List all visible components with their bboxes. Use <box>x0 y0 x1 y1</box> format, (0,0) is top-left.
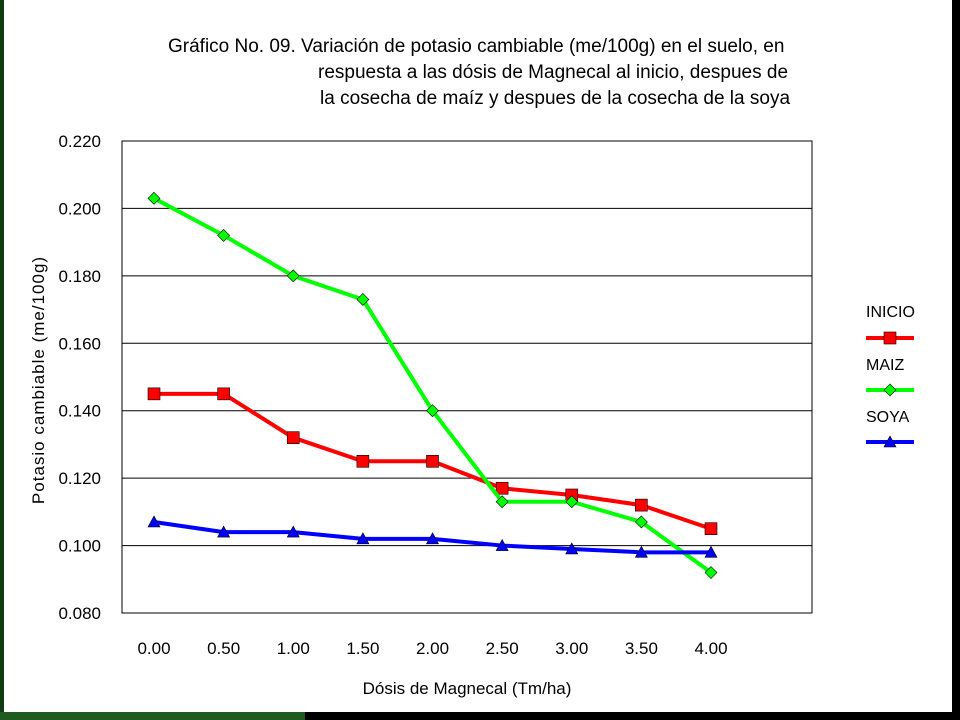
data-point-maiz <box>147 191 161 205</box>
legend-label: SOYA <box>866 409 910 426</box>
chart-panel: Gráfico No. 09. Variación de potasio cam… <box>4 0 952 712</box>
data-point-inicio <box>286 431 300 444</box>
y-tick-label: 0.180 <box>58 267 101 286</box>
series-layer <box>147 191 718 579</box>
data-point-soya <box>217 525 231 538</box>
chart-title-line: la cosecha de maíz y despues de la cosec… <box>320 88 790 109</box>
plot-frame <box>121 140 813 614</box>
data-point-inicio <box>147 387 161 401</box>
x-tick-label: 0.00 <box>137 639 170 658</box>
slide-footer-bar <box>0 712 305 720</box>
x-tick-label: 2.00 <box>416 639 449 658</box>
legend-marker <box>883 331 897 345</box>
line-chart: Gráfico No. 09. Variación de potasio cam… <box>29 36 915 698</box>
y-tick-label: 0.140 <box>58 402 101 421</box>
data-point-maiz <box>356 293 370 306</box>
data-point-soya <box>704 545 718 558</box>
legend: INICIO MAIZ SOYA <box>866 304 915 448</box>
x-tick-label: 0.50 <box>207 639 240 658</box>
y-tick-label: 0.080 <box>58 604 101 623</box>
x-tick-label: 2.50 <box>486 639 519 658</box>
chart-title-line: respuesta a las dósis de Magnecal al ini… <box>318 62 788 83</box>
y-axis-title: Potasio cambiable (me/100g) <box>29 256 48 504</box>
plot-area: 0.220 0.200 0.180 0.160 0.140 0.120 0.100 0.080… <box>29 132 813 698</box>
data-point-soya <box>634 545 648 558</box>
data-point-maiz <box>426 404 439 418</box>
x-tick-label: 1.50 <box>346 639 379 658</box>
data-point-maiz <box>286 269 300 283</box>
y-tick-label: 0.120 <box>58 469 101 488</box>
x-tick-label: 4.00 <box>694 639 727 658</box>
slide-left-bar <box>0 0 4 720</box>
data-point-inicio <box>704 522 718 536</box>
data-point-maiz <box>495 495 509 509</box>
y-tick-label: 0.220 <box>58 132 101 151</box>
legend-label: MAIZ <box>866 357 904 374</box>
data-point-inicio <box>356 454 370 468</box>
y-tick-label: 0.100 <box>58 537 101 556</box>
x-tick-label: 3.50 <box>625 639 658 658</box>
data-point-inicio <box>495 481 509 495</box>
data-point-maiz <box>565 495 579 509</box>
data-point-soya <box>286 525 300 538</box>
data-point-soya <box>147 515 161 528</box>
data-point-soya <box>565 542 579 555</box>
y-tick-label: 0.160 <box>58 334 101 353</box>
x-tick-label: 3.00 <box>555 639 588 658</box>
legend-marker <box>883 383 897 397</box>
data-point-soya <box>425 532 440 545</box>
data-point-inicio <box>217 387 230 401</box>
data-point-soya <box>356 532 370 545</box>
data-point-soya <box>495 538 509 551</box>
y-tick-label: 0.200 <box>58 199 101 218</box>
legend-marker <box>883 435 897 448</box>
x-axis-title: Dósis de Magnecal (Tm/ha) <box>363 679 572 698</box>
chart-title: Gráfico No. 09. Variación de potasio cam… <box>168 36 790 109</box>
data-point-inicio <box>426 454 439 468</box>
x-tick-label: 1.00 <box>277 639 310 658</box>
data-point-maiz <box>704 566 718 579</box>
data-point-maiz <box>217 228 231 242</box>
data-point-maiz <box>634 515 648 529</box>
data-point-inicio <box>635 498 648 512</box>
chart-title-line: Gráfico No. 09. Variación de potasio cam… <box>168 36 784 57</box>
legend-label: INICIO <box>866 304 915 321</box>
